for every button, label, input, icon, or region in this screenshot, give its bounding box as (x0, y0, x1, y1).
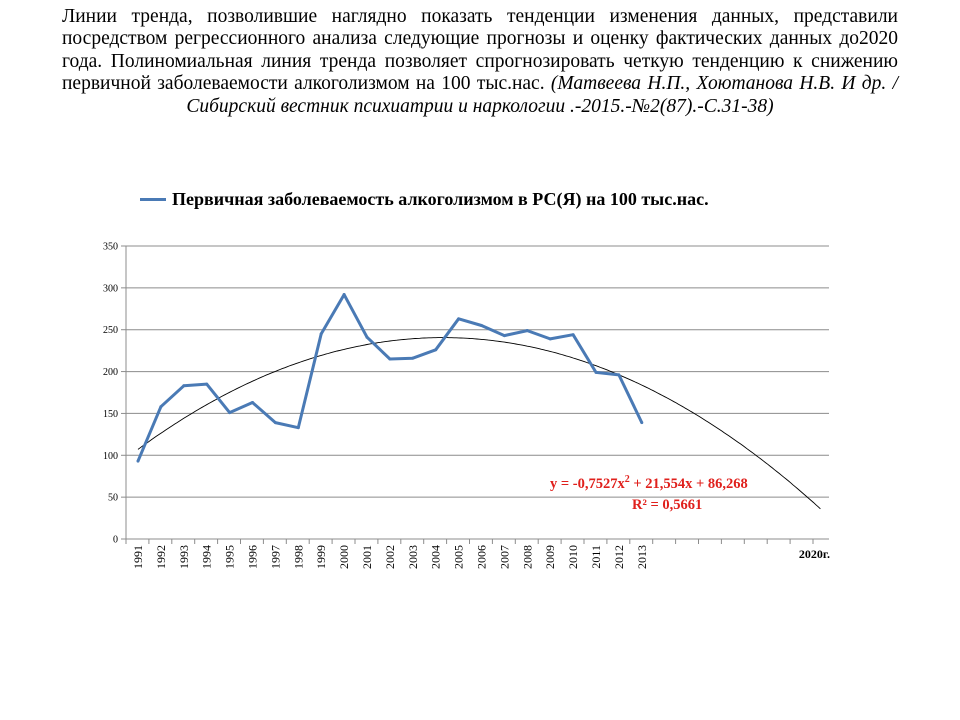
x-tick-label: 2007 (497, 545, 511, 569)
x-tick-label: 1993 (177, 545, 191, 569)
y-tick-label: 100 (103, 451, 118, 462)
x-tick-label: 1997 (268, 545, 282, 569)
x-tick-label: 1998 (291, 545, 305, 569)
x-tick-label: 2009 (543, 545, 557, 569)
x-tick-label: 2001 (360, 545, 374, 569)
data-point (342, 293, 346, 297)
x-end-label: 2020г. (799, 547, 830, 561)
x-tick-label: 1994 (200, 545, 214, 569)
data-point (182, 384, 186, 388)
x-tick-label: 2006 (475, 545, 489, 569)
data-point (205, 382, 209, 386)
data-point (548, 337, 552, 341)
x-tick-label: 2004 (429, 545, 443, 569)
data-point (228, 411, 232, 415)
intro-text: Линии тренда, позволившие наглядно показ… (62, 6, 898, 95)
x-tick-label: 1996 (246, 545, 260, 569)
data-point (251, 401, 254, 405)
intro-citation: (Матвеева Н.П., Хоютанова Н.В. И др. /Си… (186, 73, 898, 117)
x-tick-label: 2008 (520, 545, 534, 569)
x-tick-label: 2005 (452, 545, 466, 569)
x-tick-label: 1995 (223, 545, 237, 569)
y-tick-label: 0 (113, 535, 118, 546)
data-point (525, 329, 529, 333)
data-point (159, 405, 163, 409)
r-squared: R² = 0,5661 (632, 497, 702, 513)
legend-label: Первичная заболеваемость алкоголизмом в … (172, 189, 709, 209)
y-tick-label: 200 (103, 367, 118, 378)
data-point (502, 334, 506, 338)
x-tick-label: 2002 (383, 545, 397, 569)
x-tick-label: 1992 (154, 545, 168, 569)
legend-line-swatch (140, 198, 166, 201)
data-point (434, 348, 438, 352)
y-tick-label: 150 (103, 409, 118, 420)
x-tick-label: 2013 (635, 545, 649, 569)
intro-paragraph: Линии тренда, позволившие наглядно показ… (62, 6, 898, 118)
data-point (617, 373, 621, 377)
data-point (594, 370, 598, 374)
x-tick-label: 2003 (406, 545, 420, 569)
y-tick-label: 350 (103, 242, 118, 253)
chart-legend: Первичная заболеваемость алкоголизмом в … (140, 189, 840, 210)
x-tick-label: 2011 (589, 545, 603, 569)
data-point (365, 335, 369, 339)
data-point (296, 426, 300, 430)
trendline (137, 337, 821, 510)
data-point (273, 421, 277, 425)
data-point (480, 324, 483, 328)
x-tick-label: 2010 (566, 545, 580, 569)
data-point (457, 317, 461, 321)
data-point (640, 421, 644, 425)
data-point (571, 333, 575, 337)
y-tick-label: 50 (108, 493, 118, 504)
y-tick-label: 250 (103, 325, 118, 336)
x-tick-label: 1991 (131, 545, 145, 569)
series-line (136, 293, 644, 462)
x-tick-label: 1999 (314, 545, 328, 569)
x-tick-label: 2000 (337, 545, 351, 569)
x-tick-label: 2012 (612, 545, 626, 569)
y-tick-label: 300 (103, 283, 118, 294)
data-point (388, 357, 392, 361)
data-point (136, 459, 140, 463)
data-point (411, 356, 415, 360)
data-point (319, 332, 323, 336)
trend-equation: y = -0,7527x2 + 21,554x + 86,268 (550, 474, 748, 492)
